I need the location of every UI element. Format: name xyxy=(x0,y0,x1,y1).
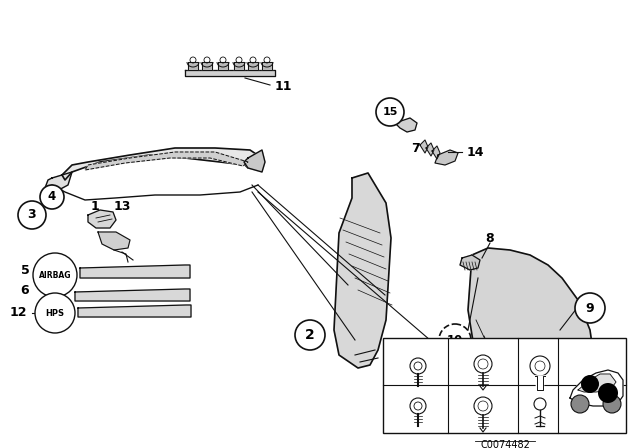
Circle shape xyxy=(18,201,46,229)
Text: 6: 6 xyxy=(20,284,29,297)
Text: 12: 12 xyxy=(9,306,27,319)
Text: 7: 7 xyxy=(411,142,419,155)
Polygon shape xyxy=(334,173,391,368)
Polygon shape xyxy=(75,289,190,301)
Polygon shape xyxy=(188,62,198,70)
Polygon shape xyxy=(185,70,275,76)
Text: 1: 1 xyxy=(91,201,99,214)
Polygon shape xyxy=(432,146,440,159)
Text: 10: 10 xyxy=(447,333,463,346)
Polygon shape xyxy=(420,140,428,153)
Text: 4: 4 xyxy=(458,403,465,413)
Text: 9: 9 xyxy=(586,302,595,314)
Polygon shape xyxy=(85,152,248,170)
Polygon shape xyxy=(80,265,190,278)
Polygon shape xyxy=(202,62,212,70)
Polygon shape xyxy=(426,143,434,156)
Polygon shape xyxy=(262,62,272,70)
Polygon shape xyxy=(248,62,258,70)
Circle shape xyxy=(35,293,75,333)
Polygon shape xyxy=(218,62,228,70)
Polygon shape xyxy=(435,150,458,165)
Text: 15: 15 xyxy=(382,107,397,117)
Circle shape xyxy=(40,185,64,209)
FancyBboxPatch shape xyxy=(383,338,626,433)
Circle shape xyxy=(575,293,605,323)
Text: 2: 2 xyxy=(527,403,534,413)
Polygon shape xyxy=(468,248,595,430)
Text: 4: 4 xyxy=(48,190,56,203)
Polygon shape xyxy=(460,255,480,270)
Text: 2: 2 xyxy=(305,328,315,342)
Text: 5: 5 xyxy=(20,263,29,276)
Text: 14: 14 xyxy=(467,146,484,159)
Circle shape xyxy=(598,383,618,403)
Text: AIRBAG: AIRBAG xyxy=(39,271,71,280)
Polygon shape xyxy=(45,172,72,192)
Polygon shape xyxy=(578,374,616,392)
Text: 9: 9 xyxy=(458,356,465,366)
Text: 10: 10 xyxy=(388,403,403,413)
Polygon shape xyxy=(98,232,130,250)
Text: 15: 15 xyxy=(388,356,403,366)
Text: HPS: HPS xyxy=(45,309,65,318)
Text: 8: 8 xyxy=(486,232,494,245)
Text: 3: 3 xyxy=(527,356,534,366)
Text: 11: 11 xyxy=(275,81,292,94)
Polygon shape xyxy=(535,376,545,390)
Text: C0074482: C0074482 xyxy=(480,440,530,448)
Polygon shape xyxy=(78,305,191,317)
Circle shape xyxy=(439,324,471,356)
Circle shape xyxy=(376,98,404,126)
Circle shape xyxy=(581,375,599,393)
Circle shape xyxy=(571,395,589,413)
Polygon shape xyxy=(395,118,417,132)
Polygon shape xyxy=(570,370,623,406)
Circle shape xyxy=(603,395,621,413)
Polygon shape xyxy=(62,148,262,180)
Circle shape xyxy=(33,253,77,297)
Circle shape xyxy=(295,320,325,350)
Text: 13: 13 xyxy=(113,201,131,214)
Polygon shape xyxy=(244,150,265,172)
Polygon shape xyxy=(88,210,116,228)
Text: 3: 3 xyxy=(28,208,36,221)
Polygon shape xyxy=(234,62,244,70)
